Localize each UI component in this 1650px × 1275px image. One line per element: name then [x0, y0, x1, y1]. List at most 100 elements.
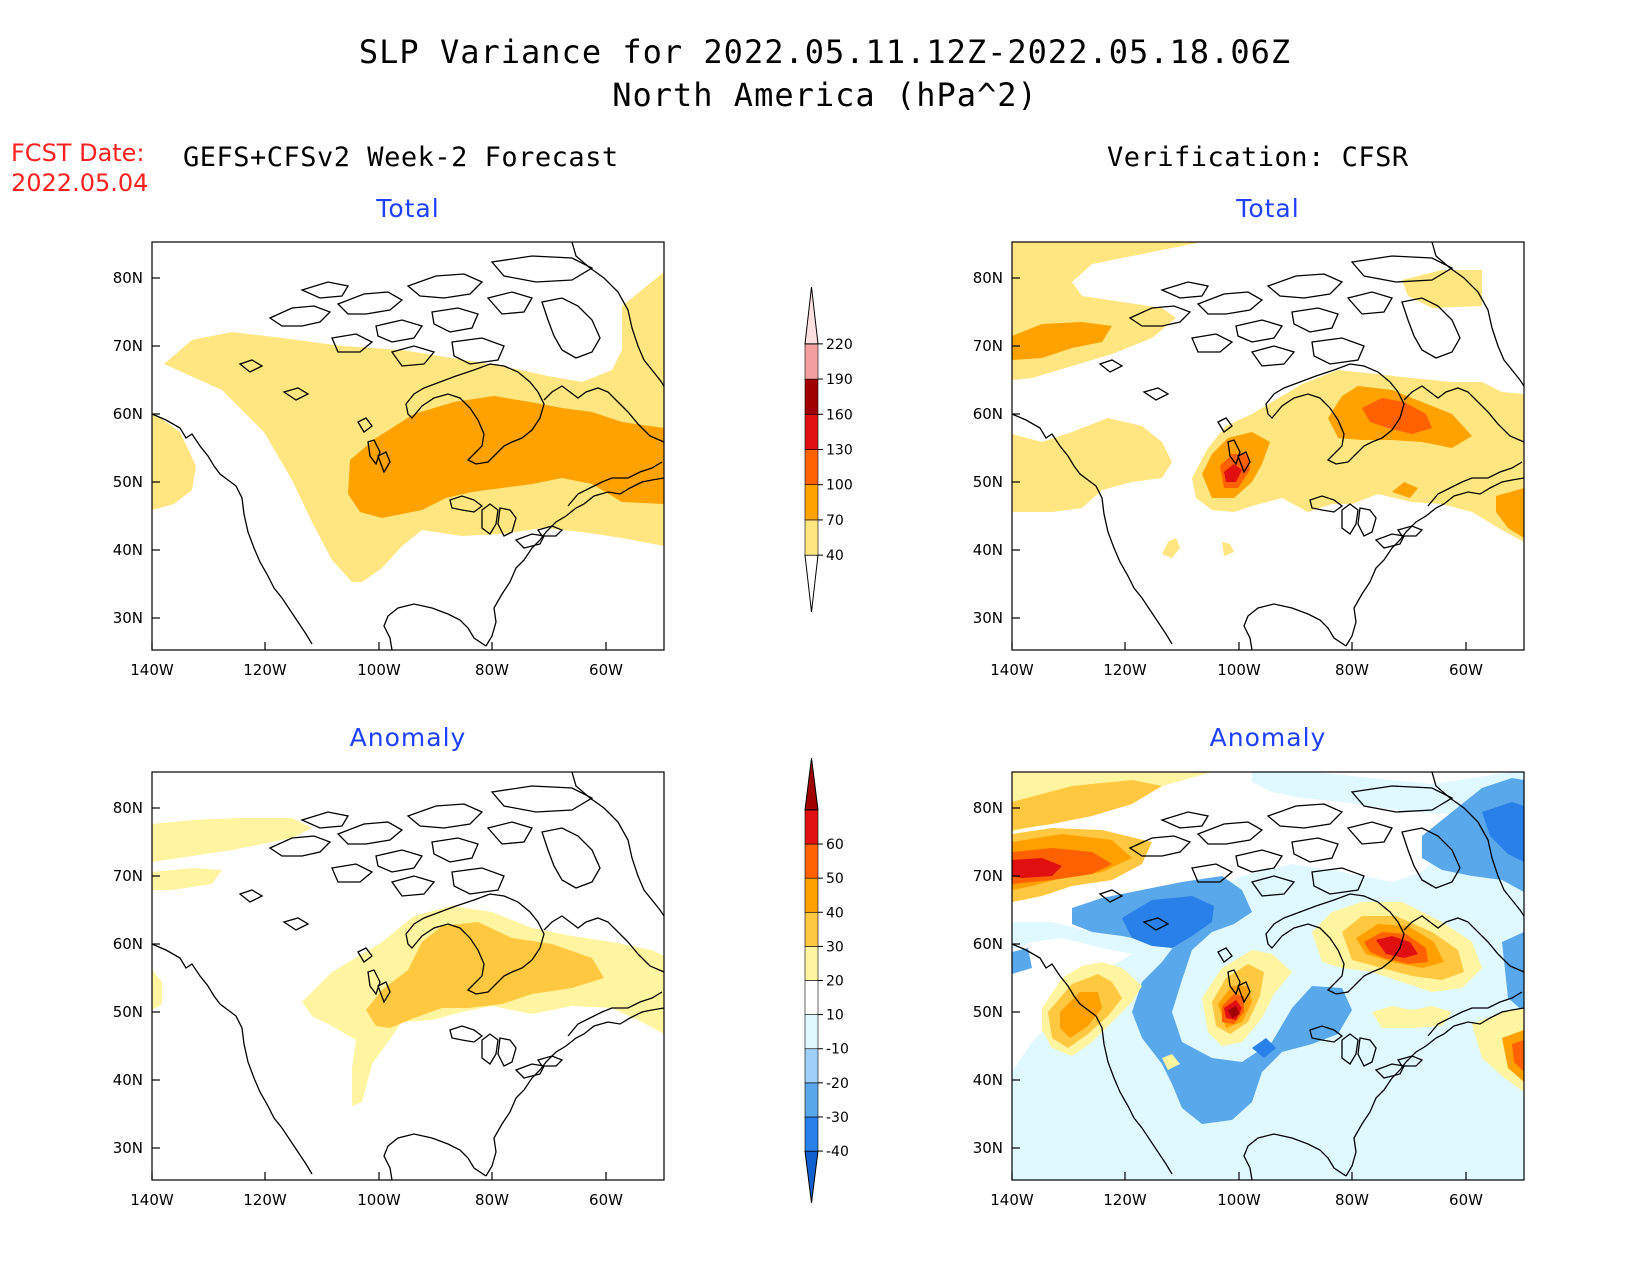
lat-label: 70N — [973, 867, 1003, 885]
lon-label: 80W — [1335, 1191, 1369, 1209]
fc-anom-shade-10-20 — [152, 868, 222, 890]
forecast-header: GEFS+CFSv2 Week-2 Forecast — [183, 142, 619, 173]
lat-label: 80N — [973, 269, 1003, 287]
colorbar-anomaly-label: 50 — [826, 871, 844, 887]
lat-label: 80N — [113, 799, 143, 817]
lon-label: 120W — [1103, 661, 1147, 679]
lat-label: 80N — [113, 269, 143, 287]
lon-label: 60W — [1449, 1191, 1483, 1209]
colorbar-total-label: 100 — [826, 478, 853, 494]
lat-label: 40N — [973, 1071, 1003, 1089]
map-verification-total — [1011, 241, 1525, 651]
vr-anom-shade-neg30-neg40 — [1482, 802, 1524, 862]
lat-label: 50N — [113, 473, 143, 491]
lon-label: 140W — [990, 661, 1034, 679]
lon-label: 100W — [357, 661, 401, 679]
panel-title-verification-anomaly: Anomaly — [1209, 723, 1327, 752]
panel-title-forecast-total: Total — [376, 194, 440, 223]
vr-total-shade-70-100 — [1496, 488, 1524, 538]
vr-total-shade-40-70 — [1012, 418, 1172, 512]
lat-label: 80N — [973, 799, 1003, 817]
colorbar-anomaly-label: 10 — [826, 1008, 844, 1024]
colorbar-anomaly-label: -10 — [826, 1042, 849, 1058]
lon-label: 100W — [1217, 661, 1261, 679]
colorbar-anomaly-swatch — [804, 1014, 819, 1050]
fcst-date-value: 2022.05.04 — [11, 169, 149, 197]
axis-labels: 80N 70N 60N 50N 40N 30N 80N 70N 60N 50N … — [113, 269, 1483, 1209]
vr-total-shade-40-70 — [1162, 538, 1180, 558]
main-title: SLP Variance for 2022.05.11.12Z-2022.05.… — [358, 33, 1292, 71]
lat-label: 60N — [113, 405, 143, 423]
lat-label: 50N — [973, 473, 1003, 491]
map-forecast-anomaly — [151, 771, 665, 1181]
vr-total-shade-130-160 — [1224, 464, 1242, 482]
main-subtitle: North America (hPa^2) — [612, 76, 1038, 114]
colorbar-total-swatch — [804, 554, 819, 613]
lat-label: 60N — [113, 935, 143, 953]
lon-label: 60W — [589, 1191, 623, 1209]
lon-label: 140W — [130, 1191, 174, 1209]
colorbar-total-swatch — [804, 378, 819, 415]
vr-anom-shade-gt60 — [1228, 1006, 1240, 1018]
map-forecast-total — [151, 241, 665, 651]
colorbar-total: 40 70 100 130 160 190 220 — [804, 286, 853, 613]
colorbar-anomaly-swatch — [804, 757, 819, 811]
colorbar-anomaly-swatch — [804, 980, 819, 1015]
vr-anom-shade-50-60 — [1012, 858, 1062, 878]
colorbar-anomaly-label: 30 — [826, 939, 844, 955]
vr-total-shade-70-100 — [1392, 482, 1418, 498]
colorbar-anomaly-label: -30 — [826, 1110, 849, 1126]
lon-label: 80W — [1335, 661, 1369, 679]
fc-anom-shade-20-30 — [366, 922, 604, 1028]
vr-anom-shade-neg20-neg30 — [1502, 932, 1524, 1012]
colorbar-anomaly-swatch — [804, 1150, 819, 1204]
colorbar-anomaly-swatch — [804, 946, 819, 981]
lat-label: 30N — [973, 1139, 1003, 1157]
vr-anom-shade-neg20-neg30 — [1012, 948, 1032, 974]
lon-label: 120W — [1103, 1191, 1147, 1209]
colorbar-anomaly-swatch — [804, 1116, 819, 1152]
vr-anom-shade-10-20 — [1372, 1006, 1452, 1028]
lat-label: 30N — [973, 609, 1003, 627]
lat-label: 70N — [113, 337, 143, 355]
lat-label: 40N — [113, 541, 143, 559]
vr-anom-shade-40-50 — [1512, 1040, 1524, 1072]
colorbar-anomaly-swatch — [804, 843, 819, 879]
vr-anom-shade-neg30-neg40 — [1122, 896, 1214, 948]
lon-label: 120W — [243, 1191, 287, 1209]
colorbar-total-label: 70 — [826, 513, 844, 529]
verification-header: Verification: CFSR — [1107, 142, 1409, 173]
vr-total-shade-100-130 — [1362, 398, 1432, 434]
colorbar-anomaly-label: 60 — [826, 837, 844, 853]
lat-label: 30N — [113, 609, 143, 627]
fcst-date-label: FCST Date: — [11, 139, 145, 167]
lon-label: 80W — [475, 1191, 509, 1209]
lon-label: 120W — [243, 661, 287, 679]
colorbar-anomaly-label: -20 — [826, 1076, 849, 1092]
colorbar-anomaly-label: 40 — [826, 905, 844, 921]
colorbar-total-swatch — [804, 343, 819, 380]
colorbar-anomaly: -40 -30 -20 -10 10 20 30 40 50 60 — [804, 757, 849, 1204]
panel-title-forecast-anomaly: Anomaly — [349, 723, 467, 752]
vr-anom-shade-30-40 — [1060, 992, 1102, 1038]
colorbar-total-swatch — [804, 519, 819, 556]
colorbar-anomaly-label: 20 — [826, 974, 844, 990]
lat-label: 30N — [113, 1139, 143, 1157]
colorbar-anomaly-swatch — [804, 877, 819, 913]
vr-total-shade-70-100 — [1012, 322, 1112, 360]
colorbar-total-swatch — [804, 413, 819, 450]
lon-label: 80W — [475, 661, 509, 679]
colorbar-total-swatch — [804, 286, 819, 345]
colorbar-total-swatch — [804, 449, 819, 486]
colorbar-total-label: 40 — [826, 548, 844, 564]
lon-label: 140W — [130, 661, 174, 679]
fc-anom-shade-10-20 — [152, 818, 312, 862]
colorbar-anomaly-swatch — [804, 1082, 819, 1118]
lat-label: 50N — [113, 1003, 143, 1021]
colorbar-total-label: 190 — [826, 372, 853, 388]
colorbar-total-swatch — [804, 484, 819, 521]
panel-title-verification-total: Total — [1236, 194, 1300, 223]
lat-label: 50N — [973, 1003, 1003, 1021]
lat-label: 40N — [113, 1071, 143, 1089]
fc-total-shade-70-100 — [348, 396, 664, 518]
